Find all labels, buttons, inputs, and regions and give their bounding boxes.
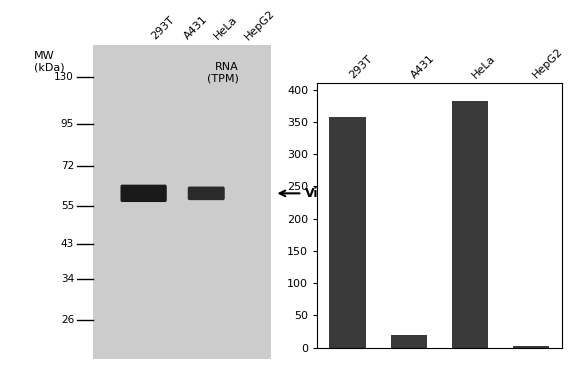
Text: 26: 26 bbox=[61, 314, 74, 325]
Text: HepG2: HepG2 bbox=[243, 8, 277, 42]
Y-axis label: RNA
(TPM): RNA (TPM) bbox=[207, 62, 239, 83]
Text: HeLa: HeLa bbox=[212, 14, 240, 42]
Text: MW
(kDa): MW (kDa) bbox=[34, 51, 65, 73]
FancyBboxPatch shape bbox=[120, 184, 167, 202]
Text: 130: 130 bbox=[54, 72, 74, 82]
Bar bbox=[452, 101, 488, 348]
Text: 34: 34 bbox=[61, 274, 74, 284]
Text: A431: A431 bbox=[182, 14, 210, 42]
Bar bbox=[513, 346, 549, 348]
FancyBboxPatch shape bbox=[188, 186, 225, 200]
Bar bbox=[93, 45, 271, 359]
Bar bbox=[391, 335, 427, 348]
Text: Vimentin: Vimentin bbox=[306, 187, 368, 200]
Bar bbox=[329, 117, 366, 348]
Text: 293T: 293T bbox=[150, 15, 177, 42]
Text: 72: 72 bbox=[61, 161, 74, 171]
Text: 95: 95 bbox=[61, 119, 74, 129]
Text: 43: 43 bbox=[61, 239, 74, 249]
Text: 55: 55 bbox=[61, 201, 74, 211]
